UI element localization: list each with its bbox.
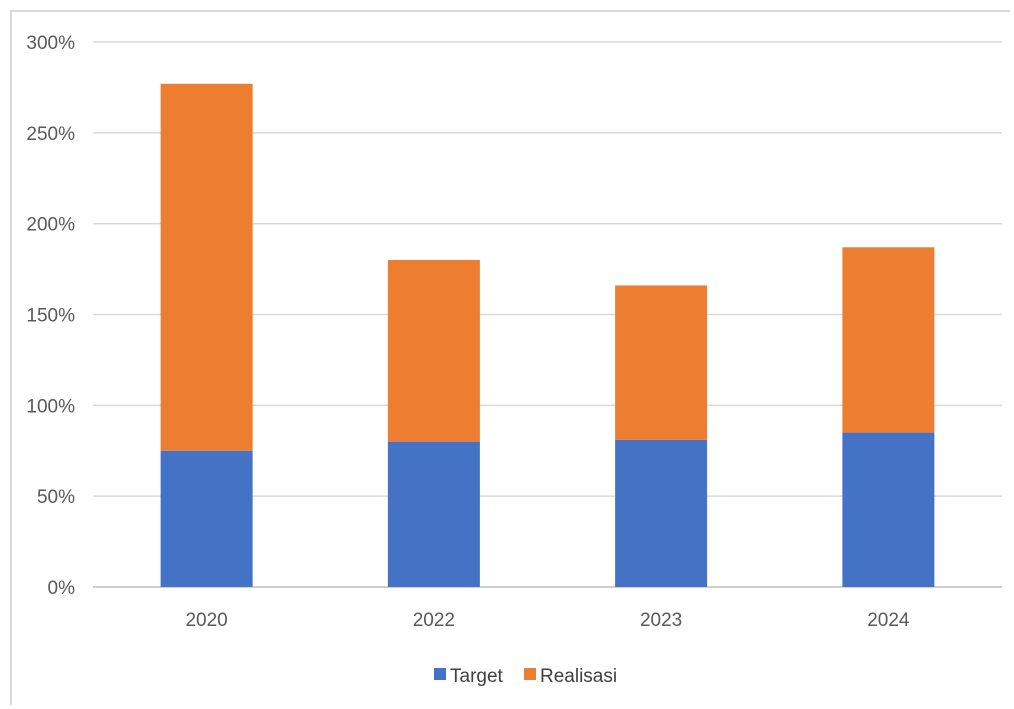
x-tick-label: 2020 <box>185 610 227 631</box>
x-tick-label: 2023 <box>640 610 682 631</box>
bar-realisasi-2023 <box>615 285 708 440</box>
bar-realisasi-2020 <box>160 83 253 451</box>
y-tick-label: 250% <box>26 124 75 145</box>
y-tick-label: 200% <box>26 215 75 236</box>
y-tick-label: 0% <box>48 578 76 599</box>
bars <box>160 83 935 587</box>
bar-target-2023 <box>615 439 708 587</box>
legend-swatch-target <box>434 668 446 680</box>
legend-swatch-realisasi <box>524 668 536 680</box>
y-tick-label: 150% <box>26 306 75 327</box>
y-tick-label: 50% <box>37 487 75 508</box>
legend: Target Realisasi <box>434 666 617 687</box>
bar-realisasi-2022 <box>387 260 480 442</box>
x-tick-label: 2024 <box>867 610 910 631</box>
legend-label-realisasi: Realisasi <box>540 666 617 687</box>
y-tick-label: 100% <box>26 396 75 417</box>
legend-label-target: Target <box>450 666 504 687</box>
bar-target-2024 <box>842 432 935 587</box>
x-tick-label: 2022 <box>413 610 455 631</box>
y-tick-label: 300% <box>26 33 75 54</box>
bar-realisasi-2024 <box>842 247 935 433</box>
bar-target-2020 <box>160 450 253 587</box>
y-axis-ticks: 0% 50% 100% 150% 200% 250% 300% <box>26 33 75 599</box>
bar-target-2022 <box>387 441 480 587</box>
x-axis-ticks: 2020 2022 2023 2024 <box>185 610 909 631</box>
